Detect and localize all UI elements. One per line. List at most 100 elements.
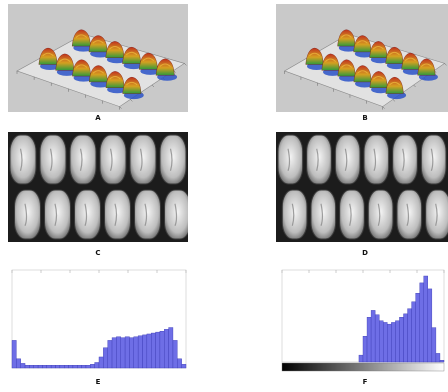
kernel-crease bbox=[373, 148, 377, 171]
ridge-hump bbox=[353, 65, 372, 83]
histogram-bar bbox=[116, 336, 121, 369]
kernel-crease bbox=[144, 203, 148, 226]
kernel bbox=[367, 189, 394, 240]
ridge-highlight bbox=[75, 64, 88, 68]
kernel bbox=[129, 134, 157, 185]
histogram-bar bbox=[137, 335, 143, 369]
kernel-crease bbox=[114, 203, 118, 226]
panel-d-label: D bbox=[362, 249, 368, 257]
panel-b-label: B bbox=[362, 114, 368, 122]
histogram-bar bbox=[374, 314, 380, 363]
axis-tick bbox=[184, 63, 187, 66]
ridge-hump bbox=[38, 47, 58, 65]
panel-a-surface bbox=[8, 4, 188, 112]
ridge-hump bbox=[305, 47, 324, 65]
histogram-bar bbox=[11, 340, 17, 369]
ridge-hump bbox=[385, 46, 404, 64]
kernel bbox=[9, 134, 37, 185]
histogram-bar bbox=[77, 365, 82, 369]
histogram-bar bbox=[427, 288, 433, 363]
ridge-highlight bbox=[309, 52, 320, 57]
histogram-bar bbox=[146, 333, 152, 369]
histogram-bar bbox=[103, 347, 108, 369]
ridge-highlight bbox=[75, 34, 88, 38]
histogram-bar bbox=[50, 365, 56, 369]
kernel-image-c bbox=[8, 132, 188, 242]
axis-tick bbox=[382, 106, 385, 109]
histogram-bar bbox=[399, 317, 404, 363]
kernel-crease bbox=[79, 148, 83, 171]
kernel-crease bbox=[109, 148, 113, 171]
ridge-hump bbox=[321, 53, 340, 71]
histogram-bar bbox=[81, 365, 87, 369]
kernel bbox=[310, 189, 337, 240]
kernel-crease bbox=[430, 148, 434, 171]
histogram-bar bbox=[85, 365, 91, 369]
histogram-bar bbox=[419, 282, 424, 363]
kernel-crease bbox=[84, 203, 88, 226]
histogram-bar bbox=[124, 336, 130, 369]
histogram-bar bbox=[358, 354, 364, 363]
histogram-bar bbox=[439, 360, 445, 363]
kernel-crease bbox=[316, 148, 319, 171]
histogram-bar bbox=[59, 365, 65, 369]
histogram-bar bbox=[68, 365, 74, 369]
ridge-hump bbox=[55, 53, 75, 71]
ridge-hump bbox=[105, 71, 125, 88]
kernel bbox=[44, 189, 71, 240]
surface-plot-a bbox=[8, 4, 188, 112]
histogram-bar bbox=[111, 337, 117, 369]
histogram-bar bbox=[107, 340, 113, 369]
kernel bbox=[134, 189, 161, 240]
histogram-bar bbox=[64, 365, 69, 369]
histogram-bar bbox=[33, 365, 39, 369]
histogram-bar bbox=[129, 337, 134, 369]
ridge-hump bbox=[72, 59, 91, 77]
panel-a-label: A bbox=[95, 114, 101, 122]
histogram-bar bbox=[46, 365, 52, 369]
histogram-bar bbox=[16, 358, 21, 369]
axis-tick bbox=[413, 84, 416, 88]
kernel bbox=[281, 189, 308, 240]
panel-e-label: E bbox=[95, 378, 101, 386]
histogram-bar bbox=[177, 358, 182, 369]
ridge-hump bbox=[122, 46, 141, 64]
histogram-bar bbox=[168, 327, 174, 369]
ridge-hump bbox=[385, 76, 404, 94]
ridge-hump bbox=[88, 35, 108, 53]
axis-tick bbox=[444, 63, 447, 66]
kernel-crease bbox=[349, 203, 352, 226]
kernel bbox=[14, 189, 41, 240]
kernel bbox=[334, 134, 361, 185]
kernel bbox=[339, 189, 365, 240]
histogram-bar bbox=[181, 364, 187, 369]
panel-f-label: F bbox=[362, 378, 368, 386]
histogram-bar bbox=[362, 335, 368, 363]
ridge-highlight bbox=[325, 58, 337, 63]
histogram-bar bbox=[370, 310, 376, 363]
histogram-bar bbox=[159, 330, 165, 369]
kernel bbox=[74, 189, 101, 240]
ridge-hump bbox=[401, 52, 420, 70]
histogram-bar bbox=[403, 313, 408, 363]
histogram-bar bbox=[407, 308, 412, 363]
histogram-bar bbox=[423, 275, 429, 363]
histogram-bar bbox=[395, 320, 400, 363]
kernel-crease bbox=[174, 203, 178, 226]
kernel bbox=[159, 134, 187, 185]
ridge-highlight bbox=[372, 46, 384, 50]
histogram-bar bbox=[42, 365, 48, 369]
histogram-bar bbox=[133, 336, 139, 369]
kernel-crease bbox=[377, 203, 381, 226]
ridge-highlight bbox=[125, 51, 138, 56]
ridge-highlight bbox=[92, 70, 105, 74]
kernel-crease bbox=[49, 148, 53, 171]
surface-plot-b bbox=[276, 4, 448, 112]
kernel bbox=[104, 189, 131, 240]
histogram-e bbox=[6, 266, 190, 374]
histogram-bar bbox=[98, 356, 104, 369]
panel-c-label: C bbox=[95, 249, 101, 257]
histogram-bar bbox=[378, 320, 384, 363]
histogram-bar bbox=[55, 365, 61, 369]
kernel-crease bbox=[139, 148, 143, 171]
